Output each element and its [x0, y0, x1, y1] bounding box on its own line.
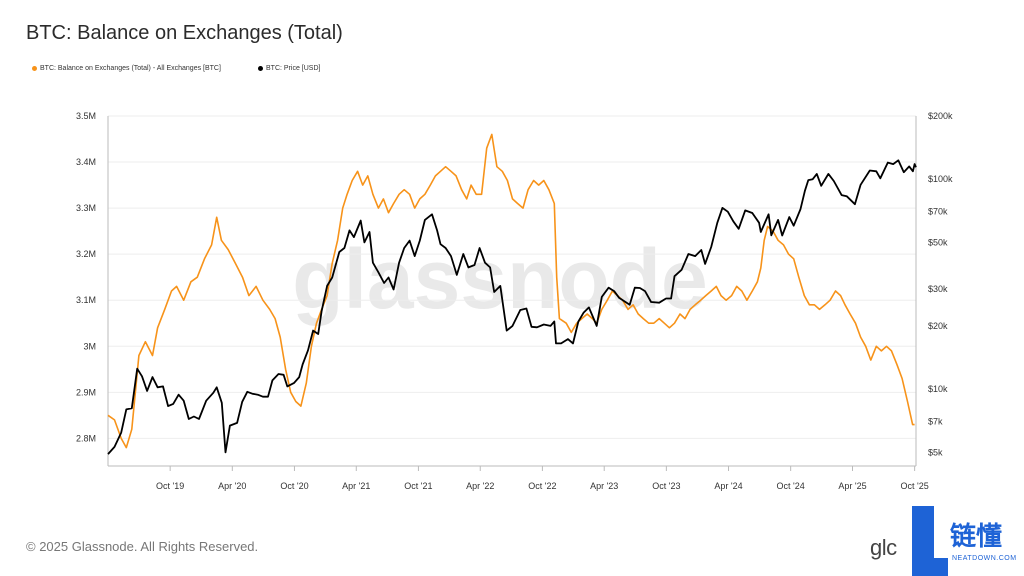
- watermark: glassnode: [292, 232, 707, 326]
- y-axis-right: $5k $7k $10k $20k $30k $50k $70k $100k $200k: [915, 111, 953, 466]
- x-tick-label: Apr '24: [714, 481, 742, 491]
- y-left-tick-label: 3.2M: [76, 249, 96, 259]
- y-left-tick-label: 3M: [83, 341, 96, 351]
- y-right-tick-label: $100k: [928, 174, 953, 184]
- badge-chinese-text: 链懂: [950, 522, 1003, 552]
- x-tick-label: Oct '23: [652, 481, 680, 491]
- legend-label-price: BTC: Price [USD]: [266, 65, 321, 72]
- y-left-tick-label: 3.4M: [76, 157, 96, 167]
- x-tick-label: Apr '20: [218, 481, 246, 491]
- series-layer: [107, 133, 917, 455]
- neatdown-l-logo-icon: [912, 506, 948, 576]
- y-left-tick-label: 2.8M: [76, 433, 96, 443]
- chart-title: BTC: Balance on Exchanges (Total): [26, 22, 343, 44]
- badge-sub-text: NEATDOWN.COM: [952, 555, 1017, 562]
- grid-lines: [108, 115, 916, 439]
- y-left-tick-label: 3.5M: [76, 111, 96, 121]
- legend-item-price[interactable]: BTC: Price [USD]: [258, 65, 320, 72]
- x-tick-label: Apr '22: [466, 481, 494, 491]
- x-axis: Oct '19 Apr '20 Oct '20 Apr '21 Oct '21 Apr '…: [108, 465, 929, 491]
- legend-dot-orange-icon: [32, 65, 37, 71]
- x-tick-label: Oct '19: [156, 481, 184, 491]
- series-line-exchange-balance: [107, 133, 915, 449]
- glassnode-logo-partial: glc: [870, 535, 897, 560]
- x-tick-label: Apr '21: [342, 481, 370, 491]
- copyright-text: © 2025 Glassnode. All Rights Reserved.: [26, 539, 259, 554]
- y-right-tick-label: $20k: [928, 321, 948, 331]
- y-right-tick-label: $70k: [928, 207, 948, 217]
- legend-item-exchange-balance[interactable]: BTC: Balance on Exchanges (Total) - All …: [32, 65, 221, 72]
- x-tick-label: Oct '20: [280, 481, 308, 491]
- y-left-tick-label: 2.9M: [76, 387, 96, 397]
- y-left-tick-label: 3.3M: [76, 203, 96, 213]
- legend-label-exchange-balance: BTC: Balance on Exchanges (Total) - All …: [40, 65, 221, 72]
- y-right-tick-label: $200k: [928, 111, 953, 121]
- y-right-tick-label: $30k: [928, 284, 948, 294]
- y-left-tick-label: 3.1M: [76, 295, 96, 305]
- legend-dot-black-icon: [258, 65, 263, 71]
- y-axis-left: 2.8M 2.9M 3M 3.1M 3.2M 3.3M 3.4M 3.5M: [76, 111, 109, 466]
- x-tick-label: Oct '21: [404, 481, 432, 491]
- y-right-tick-label: $50k: [928, 237, 948, 247]
- y-right-tick-label: $10k: [928, 384, 948, 394]
- x-tick-label: Apr '25: [838, 481, 866, 491]
- neatdown-badge: 链懂 NEATDOWN.COM: [912, 506, 1024, 576]
- x-tick-label: Oct '24: [777, 481, 805, 491]
- series-line-price: [107, 159, 917, 455]
- x-tick-label: Oct '25: [901, 481, 929, 491]
- x-tick-label: Apr '23: [590, 481, 618, 491]
- y-right-tick-label: $7k: [928, 417, 943, 427]
- y-right-tick-label: $5k: [928, 447, 943, 457]
- x-tick-label: Oct '22: [528, 481, 556, 491]
